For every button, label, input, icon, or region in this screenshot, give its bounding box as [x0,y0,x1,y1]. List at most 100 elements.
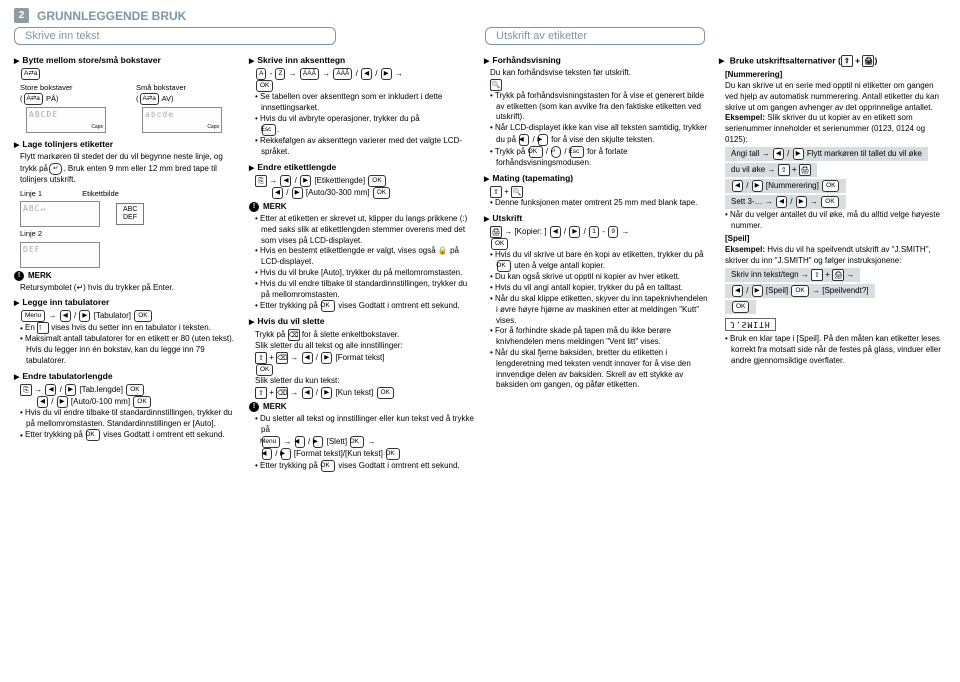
ok-key-4: OK [256,80,273,92]
main-title: GRUNNLEGGENDE BRUK [37,9,186,23]
shift-key-icon: ⇧ [255,352,267,364]
esc-key-1: Esc [262,124,276,136]
c1-s1-head: Bytte mellom store/små bokstaver [14,55,241,65]
c3-li5: Du kan også skrive ut opptil ni kopier a… [490,272,711,283]
merk-1: !MERK [14,271,241,281]
preview-icon-2: 🔍 [511,186,523,198]
menu-key: Menu [21,310,45,322]
c3-s3-head: Utskrift [484,213,711,223]
backspace-icon-2: ⌫ [276,352,288,364]
c1-s3-li1: En ⊺ vises hvis du setter inn en tabulat… [20,322,241,334]
c2-s3-body3: Slik sletter du kun tekst: [255,376,476,387]
shift-icon-3: ⇧ [841,55,853,67]
c3-li8: For å forhindre skade på tapen må du ikk… [490,326,711,348]
key-aa-1: A⇄a [24,93,43,105]
c2-m2-li1: Du sletter all tekst og innstillinger el… [255,414,476,460]
key-9: 9 [608,226,618,238]
c2-m-li2: Hvis en bestemt etikettlengde er valgt, … [255,246,476,268]
shift-icon-2: ⇧ [490,186,502,198]
etikettlengde-label: [Etikettlengde] [314,176,365,185]
big-caps-label: Store bokstaver [20,83,106,93]
subtitle-right: Utskrift av etiketter [485,27,705,45]
merk-3: !MERK [249,402,476,412]
c4-s1-head: Bruke utskriftsalternativer (⇧ + 🖨) [719,55,946,67]
line2-label: Linje 2 [20,229,42,238]
section-badge: 2 [14,8,29,23]
c3-s2-head: Mating (tapemating) [484,173,711,183]
c3-s1-body: Du kan forhåndsvise teksten før utskrift… [490,68,711,79]
small-caps-label: Små bokstaver [136,83,222,93]
format-tekst-label: [Format tekst] [335,353,384,362]
c3-li3: Trykk på OK / ↵ / Esc for å forlate forh… [490,146,711,169]
c2-s2-head: Endre etikettlengde [249,162,476,172]
c4-li2: Bruk en klar tape i [Speil]. På den måte… [725,334,946,366]
c2-m-li5: Etter trykking på OK vises Godtatt i omt… [255,300,476,312]
print-key-icon: 🖨 [490,226,502,238]
c1-s3-head: Legge inn tabulatorer [14,297,241,307]
mirror-output: J.SMITH [725,318,776,331]
kopier-label: [Kopier: ] [514,227,546,236]
lcd-fig-2: abcde Caps [142,107,222,133]
column-2: Skrive inn aksenttegn A - Z → ÁÄÂ → ÁÄÂ … [249,51,476,472]
tab-icon: ⊺ [37,322,49,334]
backspace-icon: ⌫ [288,329,300,341]
c2-s3-body1: Trykk på ⌫ for å slette enkeltbokstaver. [255,329,476,341]
c3-li4: Hvis du vil skrive ut bare én kopi av et… [490,250,711,273]
c4-sub1: [Nummerering] [725,70,946,79]
kun-tekst-label: [Kun tekst] [335,388,373,397]
c4-sub2: [Speil] [725,234,946,243]
c3-li2: Når LCD-displayet ikke kan vise all teks… [490,123,711,146]
left-key: ◀ [60,310,71,322]
column-4: Bruke utskriftsalternativer (⇧ + 🖨) [Num… [719,51,946,472]
column-1: Bytte mellom store/små bokstaver A⇄a Sto… [14,51,241,472]
lcd-fig-3: ABC↵ [20,201,100,227]
enter-key-icon: ↵ [49,163,62,175]
subtitle-left: Skrive inn tekst [14,27,336,45]
preview-key-icon: 🔍 [490,79,502,91]
c4-p1: Du kan skrive ut en serie med opptil ni … [725,81,946,113]
c1-s4-li1: Hvis du vil endre tilbake til standardin… [20,408,241,430]
c2-s1-head: Skrive inn aksenttegn [249,55,476,65]
etikett-box: ABCDEF [116,203,144,224]
c1-s2-body: Flytt markøren til stedet der du vil beg… [20,152,241,186]
auto-300-label: [Auto/30-300 mm] [306,188,370,197]
c3-s2-body: Denne funksjonen mater omtrent 25 mm med… [490,198,711,209]
line1-label: Linje 1 [20,189,42,199]
c3-li7: Når du skal klippe etiketten, skyver du … [490,294,711,326]
c2-m-li4: Hvis du vil endre tilbake til standardin… [255,279,476,301]
lcd-fig-4: DEF [20,242,100,268]
key-1: 1 [589,226,599,238]
key-z: Z [275,68,285,80]
c3-li9: Når du skal fjerne baksiden, bretter du … [490,348,711,391]
c3-li1: Trykk på forhåndsvisningstasten for å vi… [490,91,711,123]
key-accent: ÁÄÂ [300,68,319,80]
c2-li1: Se tabellen over aksenttegn som er inklu… [255,92,476,114]
ok-key-1: OK [134,310,151,322]
c3-s1-head: Forhåndsvisning [484,55,711,65]
ok-key-3: OK [133,396,150,408]
right-key: ▶ [79,310,90,322]
etikett-label: Etikettbilde [82,189,119,199]
c2-m2-li2: Etter trykking på OK vises Godtatt i omt… [255,460,476,472]
tab-label: [Tabulator] [94,312,131,321]
c2-m-li3: Hvis du vil bruke [Auto], trykker du på … [255,268,476,279]
small-key-state: AV) [162,94,174,103]
c1-s3-li2: Maksimalt antall tabulatorer for en etik… [20,334,241,366]
c1-s4-head: Endre tabulatorlengde [14,371,241,381]
lcd-fig-1: ABCDE Caps [26,107,106,133]
auto-range-label: [Auto/0-100 mm] [71,397,130,406]
c2-m-li1: Etter at etiketten er skrevet ut, klippe… [255,214,476,246]
big-key-state: PÅ) [46,94,59,103]
column-3: Forhåndsvisning Du kan forhåndsvise teks… [484,51,711,472]
c4-ex2: Eksempel: Hvis du vil ha speilvendt utsk… [725,245,946,267]
key-aa-2: A⇄a [140,93,159,105]
merk-2: !MERK [249,202,476,212]
c4-ex1: Eksempel: Slik skriver du ut kopier av e… [725,113,946,145]
c2-li3: Rekkefølgen av aksenttegn varierer med d… [255,136,476,158]
func-key-icon: ⎘ [20,384,32,396]
c1-s4-li2: Etter trykking på OK vises Godtatt i omt… [20,429,241,441]
c2-s3-body2: Slik sletter du all tekst og alle innsti… [255,341,476,352]
c2-li2: Hvis du vil avbryte operasjoner, trykker… [255,114,476,137]
merk-1-body: Retursymbolet (↵) hvis du trykker på Ent… [20,283,241,294]
print-icon-2: 🖨 [862,55,874,67]
